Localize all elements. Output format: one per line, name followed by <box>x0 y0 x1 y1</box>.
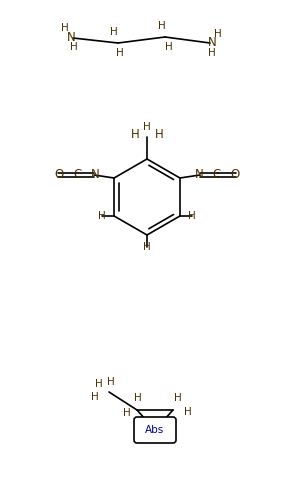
Text: N: N <box>195 169 203 181</box>
Text: H: H <box>155 128 163 142</box>
Text: H: H <box>131 128 139 142</box>
Text: Abs: Abs <box>145 425 165 435</box>
Text: H: H <box>188 211 196 221</box>
Text: C: C <box>73 169 81 181</box>
Text: H: H <box>61 23 69 33</box>
Text: H: H <box>70 42 78 52</box>
Text: O: O <box>230 169 240 181</box>
FancyBboxPatch shape <box>134 417 176 443</box>
Text: O: O <box>54 169 64 181</box>
Text: H: H <box>174 393 182 403</box>
Text: H: H <box>91 392 99 402</box>
Text: H: H <box>107 377 115 387</box>
Text: H: H <box>158 21 166 31</box>
Text: H: H <box>143 242 151 252</box>
Text: N: N <box>208 36 216 49</box>
Text: H: H <box>143 122 151 132</box>
Text: H: H <box>165 42 173 52</box>
Text: H: H <box>214 29 222 39</box>
Text: N: N <box>91 169 99 181</box>
Text: H: H <box>116 48 124 58</box>
Text: H: H <box>134 393 142 403</box>
Text: H: H <box>123 408 131 418</box>
Text: H: H <box>208 48 216 58</box>
Text: C: C <box>213 169 221 181</box>
Text: H: H <box>110 27 118 37</box>
Text: N: N <box>67 31 75 45</box>
Text: H: H <box>95 379 103 389</box>
Text: H: H <box>184 407 192 417</box>
Text: H: H <box>98 211 106 221</box>
